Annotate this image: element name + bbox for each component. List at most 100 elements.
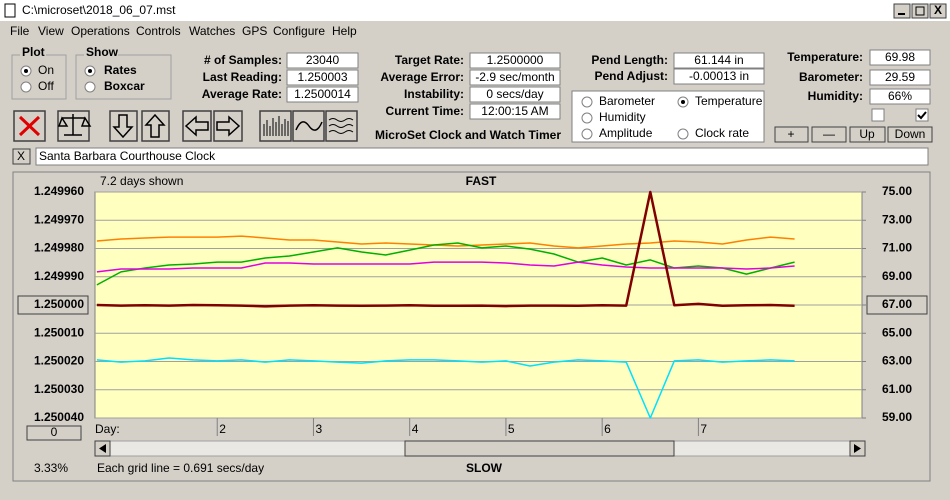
y2-tick-label: 69.00 xyxy=(882,269,912,283)
title-bar xyxy=(0,0,950,21)
close-button[interactable] xyxy=(929,3,947,19)
button-label: — xyxy=(823,127,835,141)
icon xyxy=(295,121,323,131)
radio-label[interactable]: Rates xyxy=(104,63,137,77)
close-label: X xyxy=(934,3,942,17)
tool-button[interactable] xyxy=(182,110,212,142)
series-line xyxy=(96,190,795,308)
readout-label: Last Reading: xyxy=(203,70,282,84)
readout-label: Barometer: xyxy=(799,70,863,84)
y-tick-label: 1.250040 xyxy=(34,410,84,424)
icon xyxy=(144,113,166,138)
center-button[interactable] xyxy=(866,295,928,315)
y-tick-label: 1.250010 xyxy=(34,325,84,339)
series-option[interactable]: Clock rate xyxy=(695,126,749,140)
readout-field xyxy=(869,49,931,66)
app-title: MicroSet Clock and Watch Timer xyxy=(375,128,561,142)
readout-label: Temperature: xyxy=(787,50,863,64)
readout-value: 1.250003 xyxy=(297,70,347,84)
icon xyxy=(216,115,241,137)
icon xyxy=(112,114,134,139)
button[interactable] xyxy=(774,126,809,143)
readout-label: Pend Length: xyxy=(591,53,668,67)
menu-item[interactable]: Watches xyxy=(189,24,235,38)
y-tick-label: 1.249980 xyxy=(34,241,84,255)
series-option[interactable]: Humidity xyxy=(599,110,646,124)
icon xyxy=(99,444,106,453)
readout-value: -0.00013 in xyxy=(689,69,749,83)
checkbox[interactable] xyxy=(871,108,885,122)
window-title: C:\microset\2018_06_07.mst xyxy=(22,3,176,17)
series-option[interactable]: Barometer xyxy=(599,94,655,108)
scroll-thumb[interactable] xyxy=(404,440,675,457)
icon xyxy=(328,118,354,134)
y2-tick-label: 63.00 xyxy=(882,354,912,368)
x-tick-label: 3 xyxy=(315,422,322,436)
icon xyxy=(184,115,209,137)
readout-label: Instability: xyxy=(404,87,464,101)
readout-value: 29.59 xyxy=(885,70,915,84)
radio-label[interactable]: On xyxy=(38,63,54,77)
x-tick-label: 5 xyxy=(508,422,515,436)
menu-item[interactable]: File xyxy=(10,24,30,38)
y2-tick-label: 59.00 xyxy=(882,410,912,424)
y2-tick-label: 65.00 xyxy=(882,325,912,339)
readout-field xyxy=(869,69,931,86)
group-title: Show xyxy=(86,45,119,59)
x-tick-label: 2 xyxy=(219,422,226,436)
readout-value: 69.98 xyxy=(885,50,915,64)
y-tick-label: 1.249990 xyxy=(34,269,84,283)
y-tick-label: 1.250020 xyxy=(34,354,84,368)
radio[interactable] xyxy=(581,96,593,108)
maximize[interactable] xyxy=(911,3,929,19)
radio-label[interactable]: Off xyxy=(38,79,54,93)
x-axis-label: Day: xyxy=(95,422,120,436)
readout-field xyxy=(469,103,561,120)
menu-item[interactable]: Help xyxy=(332,24,357,38)
readout-value: 66% xyxy=(888,89,912,103)
radio[interactable] xyxy=(581,128,593,140)
radio[interactable] xyxy=(581,112,593,124)
series-option[interactable]: Amplitude xyxy=(599,126,653,140)
readout-label: # of Samples: xyxy=(204,53,282,67)
radio-label[interactable]: Boxcar xyxy=(104,79,145,93)
button[interactable] xyxy=(887,126,933,143)
menu-item[interactable]: Operations xyxy=(71,24,130,38)
series-option[interactable]: Temperature xyxy=(695,94,763,108)
center-button[interactable] xyxy=(17,295,89,315)
radio[interactable] xyxy=(84,81,96,93)
button[interactable] xyxy=(811,126,847,143)
group-box xyxy=(75,54,172,100)
menu-item[interactable]: Controls xyxy=(136,24,181,38)
clear-label: X xyxy=(17,149,25,163)
menu-item[interactable]: View xyxy=(38,24,64,38)
radio[interactable] xyxy=(20,81,32,93)
offset-button[interactable] xyxy=(26,425,82,441)
tool-button[interactable] xyxy=(325,110,358,142)
toolbar xyxy=(13,110,358,142)
menu-item[interactable]: Configure xyxy=(273,24,325,38)
grid-note: Each grid line = 0.691 secs/day xyxy=(97,461,264,475)
y-tick-label: 1.250030 xyxy=(34,382,84,396)
y-tick-label: 1.249970 xyxy=(34,212,84,226)
menu-item[interactable]: GPS xyxy=(242,24,267,38)
readout-label: Average Error: xyxy=(380,70,464,84)
readout-label: Humidity: xyxy=(808,89,863,103)
radio[interactable] xyxy=(677,128,689,140)
clear-button[interactable] xyxy=(12,148,31,165)
y2-tick-label: 71.00 xyxy=(882,241,912,255)
y2-tick-label: 73.00 xyxy=(882,212,912,226)
readout-label: Current Time: xyxy=(386,104,464,118)
icon xyxy=(854,444,861,453)
button-label: + xyxy=(787,127,794,141)
radio-dot xyxy=(88,69,92,73)
series-options xyxy=(571,90,765,143)
button[interactable] xyxy=(849,126,886,143)
clock-name-field[interactable] xyxy=(35,147,929,166)
app-icon xyxy=(4,3,16,18)
checkbox[interactable] xyxy=(915,108,929,122)
check xyxy=(917,111,927,120)
readout-label: Target Rate: xyxy=(395,53,464,67)
minimize[interactable] xyxy=(893,3,911,19)
tool-button[interactable] xyxy=(213,110,243,142)
